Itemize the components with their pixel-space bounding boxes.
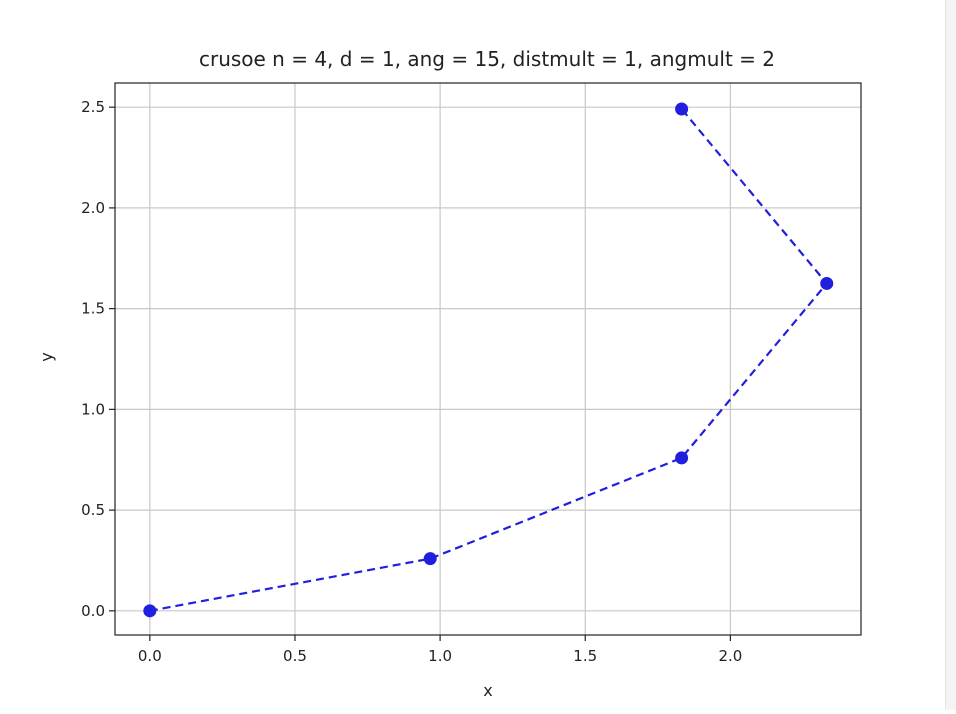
data-point <box>143 604 157 618</box>
chart-title: crusoe n = 4, d = 1, ang = 15, distmult … <box>199 47 775 71</box>
y-tick-label: 0.0 <box>81 602 105 620</box>
series-layer <box>143 102 834 618</box>
data-point <box>423 552 437 566</box>
y-tick-label: 0.5 <box>81 501 105 519</box>
data-point <box>820 276 834 290</box>
x-axis-label: x <box>483 681 492 700</box>
series-line <box>149 108 829 612</box>
y-tick-label: 1.0 <box>81 400 105 418</box>
x-tick-label: 1.0 <box>428 647 452 665</box>
y-tick-label: 1.5 <box>81 300 105 318</box>
data-point <box>675 451 689 465</box>
plot-frame <box>114 82 862 636</box>
x-tick-label: 0.0 <box>138 647 162 665</box>
x-tick-label: 0.5 <box>283 647 307 665</box>
y-tick-label: 2.5 <box>81 98 105 116</box>
y-tick-label: 2.0 <box>81 199 105 217</box>
x-tick-label: 1.5 <box>573 647 597 665</box>
data-point <box>675 102 689 116</box>
grid-layer <box>115 83 861 635</box>
x-tick-label: 2.0 <box>718 647 742 665</box>
y-axis-label: y <box>37 352 56 361</box>
window-edge-strip <box>945 0 956 710</box>
tick-layer: 0.0 0.5 1.0 1.5 2.0 0.0 0.5 1.0 1.5 2.0 2.5 <box>81 98 742 665</box>
